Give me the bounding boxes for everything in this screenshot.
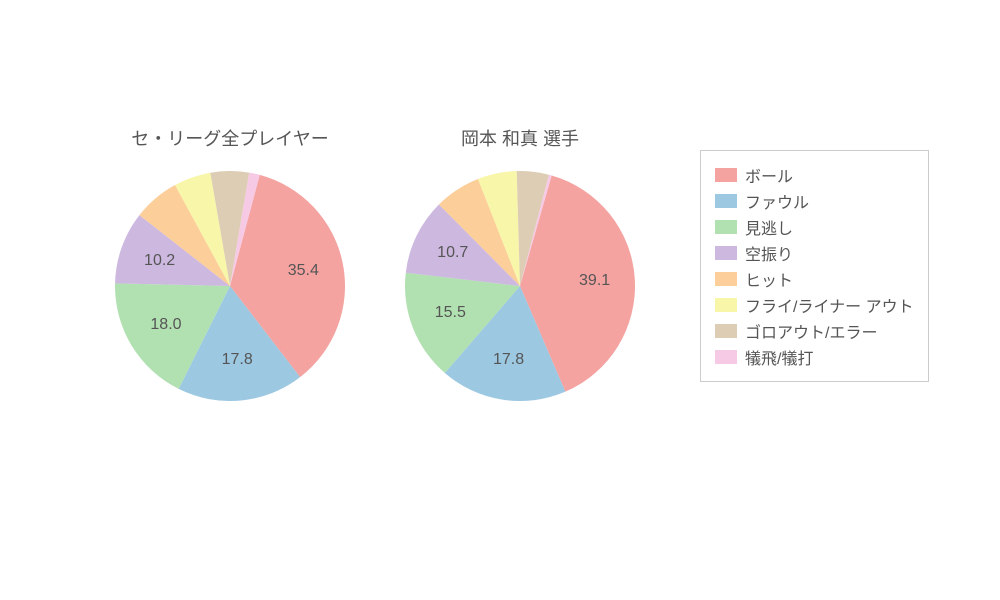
legend-swatch-foul [715,194,737,208]
legend-label-fly_liner: フライ/ライナー アウト [745,293,914,317]
pie-title: 岡本 和真 選手 [405,125,635,151]
legend-label-hit: ヒット [745,267,793,291]
legend-label-foul: ファウル [745,189,809,213]
legend-label-swing_miss: 空振り [745,241,793,265]
slice-label-ball: 35.4 [288,262,319,280]
slice-label-foul: 17.8 [493,351,524,369]
legend-label-ball: ボール [745,163,793,187]
legend: ボールファウル見逃し空振りヒットフライ/ライナー アウトゴロアウト/エラー犠飛/… [700,150,929,382]
legend-item-fly_liner: フライ/ライナー アウト [715,293,914,317]
legend-item-ball: ボール [715,163,914,187]
legend-swatch-ground_err [715,324,737,338]
legend-label-ground_err: ゴロアウト/エラー [745,319,877,343]
slice-label-looking: 15.5 [435,304,466,322]
slice-label-looking: 18.0 [150,316,181,334]
legend-label-sac: 犠飛/犠打 [745,345,813,369]
legend-item-foul: ファウル [715,189,914,213]
pie-holder: 39.1 17.8 15.5 10.7 [405,171,635,401]
legend-swatch-swing_miss [715,246,737,260]
slice-label-ball: 39.1 [579,272,610,290]
legend-item-sac: 犠飛/犠打 [715,345,914,369]
pie-holder: 35.4 17.8 18.0 10.2 [115,171,345,401]
legend-item-swing_miss: 空振り [715,241,914,265]
slice-label-foul: 17.8 [222,351,253,369]
legend-item-hit: ヒット [715,267,914,291]
legend-item-looking: 見逃し [715,215,914,239]
slice-label-swing_miss: 10.7 [437,244,468,262]
legend-swatch-looking [715,220,737,234]
slice-label-swing_miss: 10.2 [144,252,175,270]
pie-league-all-players: セ・リーグ全プレイヤー 35.4 17.8 18.0 10.2 [115,125,345,401]
chart-root: セ・リーグ全プレイヤー 35.4 17.8 18.0 10.2 岡本 和真 選手 39.1 1… [0,0,1000,600]
legend-swatch-sac [715,350,737,364]
legend-item-ground_err: ゴロアウト/エラー [715,319,914,343]
legend-swatch-ball [715,168,737,182]
legend-swatch-fly_liner [715,298,737,312]
pie-player-okamoto: 岡本 和真 選手 39.1 17.8 15.5 10.7 [405,125,635,401]
pie-title: セ・リーグ全プレイヤー [115,125,345,151]
legend-label-looking: 見逃し [745,215,793,239]
legend-swatch-hit [715,272,737,286]
